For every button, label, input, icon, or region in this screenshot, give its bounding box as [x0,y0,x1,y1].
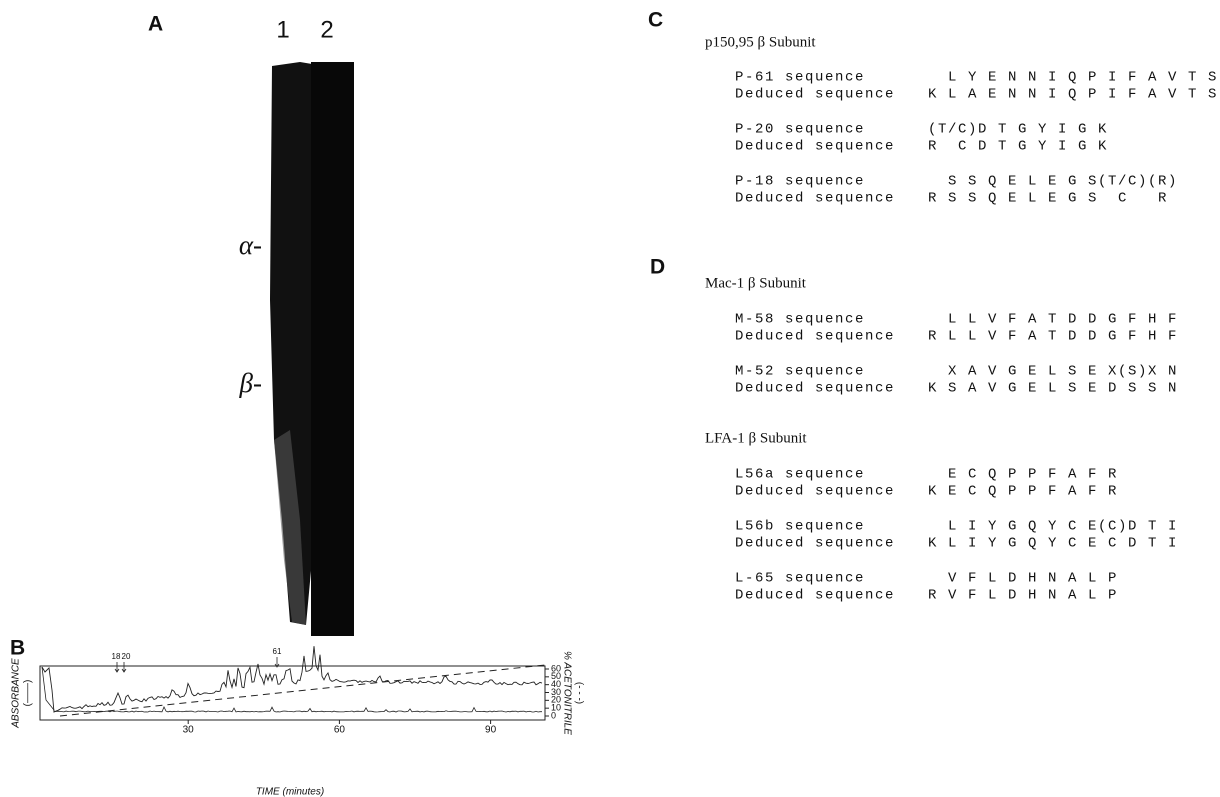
panel-label: C [648,9,663,32]
figure: A 1 2 α- β- B 3060900102030405060TIME (m… [0,0,1220,797]
y2-axis-label-sub: (- - -) [573,682,584,704]
sequence: E C Q P P F A F R [928,467,1118,483]
background [0,0,1220,797]
sequence: S S Q E L E G S(T/C)(R) [928,174,1178,190]
y2-axis-label: % ACETONITRILE [561,651,572,735]
group-title: Mac-1 β Subunit [705,275,807,291]
sequence: R S S Q E L E G S C R [928,191,1168,207]
sequence-name: Deduced sequence [735,191,895,207]
sequence-name: L56a sequence [735,467,865,483]
sequence: R L L V F A T D D G F H F [928,329,1178,345]
sequence: L I Y G Q Y C E(C)D T I [928,519,1178,535]
sequence: K S A V G E L S E D S S N [928,381,1178,397]
sequence-name: L-65 sequence [735,571,865,587]
sequence: K E C Q P P F A F R [928,484,1118,500]
sequence-name: Deduced sequence [735,381,895,397]
sequence-name: Deduced sequence [735,139,895,155]
peak-label: 20 [122,652,131,661]
y2-tick-label: 60 [551,663,561,673]
sequence: (T/C)D T G Y I G K [928,122,1108,138]
sequence: R V F L D H N A L P [928,588,1118,604]
sequence: L L V F A T D D G F H F [928,312,1178,328]
sequence: X A V G E L S E X(S)X N [928,364,1178,380]
sequence: K L A E N N I Q P I F A V T S [928,87,1218,103]
group-title: LFA-1 β Subunit [705,430,807,446]
sequence-name: M-58 sequence [735,312,865,328]
panel-label: D [650,256,665,279]
sequence-name: Deduced sequence [735,484,895,500]
peak-label: 61 [273,647,282,656]
x-tick-label: 90 [485,725,497,736]
sequence: R C D T G Y I G K [928,139,1108,155]
panel-label: B [10,637,25,660]
y-axis-label: ABSORBANCE [11,658,22,729]
sequence-name: P-18 sequence [735,174,865,190]
lane-label: 2 [320,16,333,43]
sequence: K L I Y G Q Y C E C D T I [928,536,1178,552]
y-axis-label-sub: (——) [23,680,34,707]
sequence: L Y E N N I Q P I F A V T S [928,70,1218,86]
sequence-name: Deduced sequence [735,87,895,103]
panel-label: A [148,13,163,36]
x-tick-label: 60 [334,725,346,736]
sequence: V F L D H N A L P [928,571,1118,587]
sequence-name: P-20 sequence [735,122,865,138]
gel-lane [311,62,354,636]
sequence-name: M-52 sequence [735,364,865,380]
peak-label: 18 [112,652,121,661]
lane-label: 1 [276,16,289,43]
band-label: β- [239,368,262,398]
sequence-name: L56b sequence [735,519,865,535]
sequence-name: Deduced sequence [735,588,895,604]
sequence-name: Deduced sequence [735,329,895,345]
sequence-name: Deduced sequence [735,536,895,552]
group-title: p150,95 β Subunit [705,34,816,50]
x-tick-label: 30 [183,725,195,736]
x-axis-label: TIME (minutes) [256,787,324,797]
band-label: α- [239,230,262,260]
sequence-name: P-61 sequence [735,70,865,86]
